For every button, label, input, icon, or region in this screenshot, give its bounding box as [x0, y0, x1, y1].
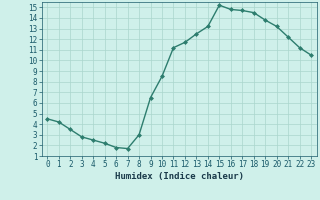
X-axis label: Humidex (Indice chaleur): Humidex (Indice chaleur) [115, 172, 244, 181]
